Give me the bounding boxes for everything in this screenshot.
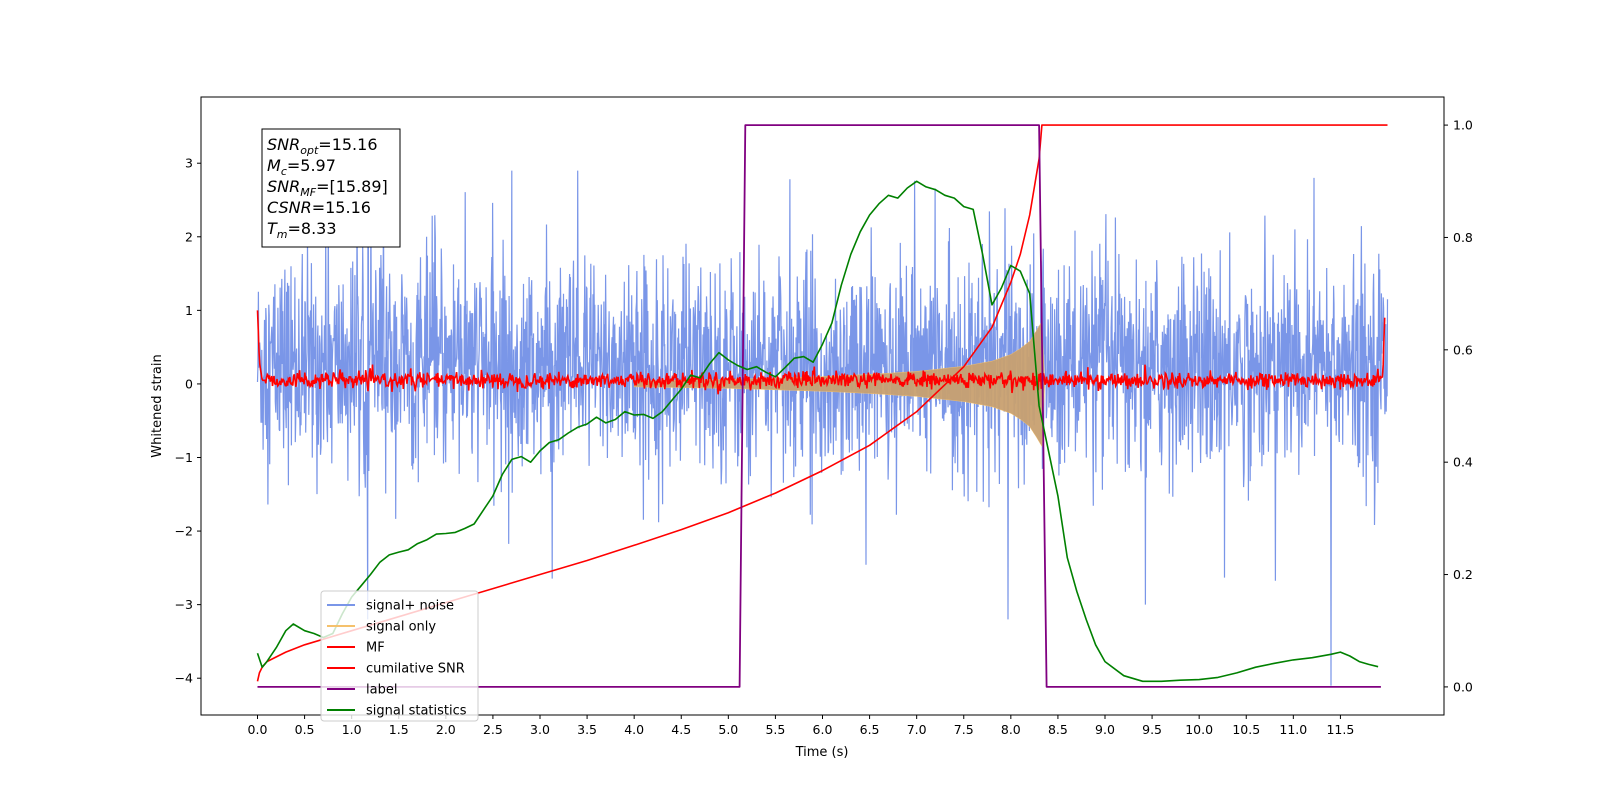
x-tick-label: 6.0	[813, 722, 833, 737]
x-tick-label: 11.5	[1326, 722, 1354, 737]
x-tick-label: 7.0	[907, 722, 927, 737]
x-tick-label: 8.5	[1048, 722, 1068, 737]
x-tick-label: 11.0	[1279, 722, 1307, 737]
legend-label: signal statistics	[366, 704, 467, 719]
x-tick-label: 8.0	[1001, 722, 1021, 737]
x-tick-label: 1.5	[389, 722, 409, 737]
y-tick-label: 0	[185, 376, 193, 391]
legend: signal+ noise signal only MF cumilative SNR…	[320, 590, 479, 722]
y-tick-label: −3	[175, 597, 193, 612]
x-tick-label: 3.5	[577, 722, 597, 737]
y-tick-label: 3	[185, 156, 193, 171]
y-axis-right: 0.0 0.2 0.4 0.6 0.8 1.0	[1444, 118, 1473, 694]
x-tick-label: 5.0	[718, 722, 738, 737]
x-tick-label: 1.0	[342, 722, 362, 737]
x-tick-label: 10.5	[1232, 722, 1260, 737]
y-axis-left: −4 −3 −2 −1 0 1 2 3	[175, 156, 201, 686]
x-tick-label: 4.5	[671, 722, 691, 737]
y2-tick-label: 0.2	[1453, 567, 1473, 582]
series-mf	[256, 310, 1386, 395]
y-axis-label: Whitened strain	[150, 354, 165, 457]
legend-label: cumilative SNR	[366, 662, 465, 677]
y2-tick-label: 0.4	[1453, 455, 1473, 470]
annotation-line: SNRopt=15.16	[267, 135, 378, 157]
y2-tick-label: 1.0	[1453, 118, 1473, 133]
y-tick-label: 2	[185, 229, 193, 244]
series-label	[257, 124, 1381, 688]
plot-area	[256, 124, 1389, 688]
x-axis-label: Time (s)	[795, 745, 849, 760]
x-tick-label: 10.0	[1185, 722, 1213, 737]
annotation-line: Tm=8.33	[267, 219, 337, 241]
y2-tick-label: 0.0	[1453, 679, 1473, 694]
y-tick-label: −1	[175, 450, 193, 465]
x-axis: 0.0 0.5 1.0 1.5 2.0 2.5 3.0 3.5 4.0 4.5 5.0 5.5 6.0 6…	[248, 715, 1354, 737]
y2-tick-label: 0.8	[1453, 230, 1473, 245]
legend-label: label	[366, 683, 397, 698]
x-tick-label: 0.0	[248, 722, 268, 737]
annotation-line: Mc=5.97	[267, 156, 336, 178]
x-tick-label: 9.0	[1095, 722, 1115, 737]
annotation-box: SNRopt=15.16Mc=5.97SNRMF=[15.89]CSNR=15.…	[261, 128, 401, 248]
x-tick-label: 0.5	[295, 722, 315, 737]
x-tick-label: 9.5	[1142, 722, 1162, 737]
y-tick-label: 1	[185, 303, 193, 318]
series-cumulative-snr	[256, 124, 1388, 682]
legend-label: signal only	[366, 620, 436, 635]
x-tick-label: 7.5	[954, 722, 974, 737]
y-tick-label: −4	[175, 671, 193, 686]
x-tick-label: 3.0	[530, 722, 550, 737]
x-tick-label: 2.5	[483, 722, 503, 737]
x-tick-label: 6.5	[860, 722, 880, 737]
annotation-line: CSNR=15.16	[267, 198, 371, 217]
legend-label: MF	[366, 641, 385, 656]
x-tick-label: 2.0	[436, 722, 456, 737]
series-signal-statistics	[256, 180, 1379, 683]
y-tick-label: −2	[175, 524, 193, 539]
annotation-line: SNRMF=[15.89]	[267, 177, 388, 199]
x-tick-label: 4.0	[624, 722, 644, 737]
y2-tick-label: 0.6	[1453, 342, 1473, 357]
legend-label: signal+ noise	[366, 599, 454, 614]
x-tick-label: 5.5	[765, 722, 785, 737]
